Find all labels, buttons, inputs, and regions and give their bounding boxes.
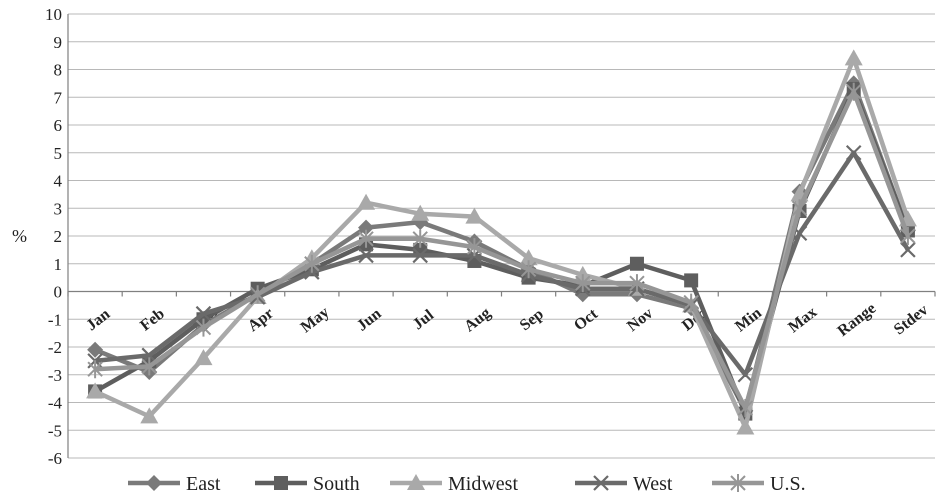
legend-swatch-marker: [274, 476, 288, 490]
series-line: [94, 56, 911, 430]
series-lines: [86, 49, 917, 435]
x-tick-label: Jun: [354, 305, 385, 334]
y-tick-label: 3: [54, 199, 63, 218]
data-point: [845, 144, 862, 161]
series-us: [87, 82, 916, 418]
x-tick-label: Stdev: [891, 301, 932, 338]
x-tick-label: Sep: [517, 306, 547, 335]
data-point: [629, 256, 644, 271]
x-tick-label: Max: [785, 304, 820, 337]
data-point: [737, 399, 754, 418]
legend: East South Midwest West U.S.: [128, 473, 806, 495]
data-point: [684, 273, 699, 288]
x-tick-label: Jul: [410, 306, 438, 333]
data-point: [846, 82, 862, 101]
y-tick-label: 6: [54, 116, 63, 135]
x-tick-label: Range: [835, 300, 880, 340]
x-tick-label: Jan: [83, 306, 113, 335]
x-tick-label: Feb: [137, 305, 168, 334]
y-tick-label: 9: [54, 33, 63, 52]
data-point: [791, 199, 808, 218]
data-point: [900, 242, 916, 258]
data-point: [629, 274, 645, 293]
y-tick-label: -5: [48, 421, 62, 440]
y-tick-label: 5: [54, 144, 63, 163]
y-tick-label: 8: [54, 61, 63, 80]
data-point: [357, 193, 376, 210]
legend-label: South: [313, 473, 360, 495]
data-point: [195, 318, 212, 337]
legend-item: West: [575, 473, 673, 495]
data-point: [575, 274, 591, 293]
x-tick-label: Oct: [571, 305, 602, 334]
data-point: [520, 260, 537, 279]
legend-label: U.S.: [770, 473, 806, 495]
data-point: [358, 219, 375, 236]
x-tick-label: May: [298, 304, 333, 337]
data-point: [249, 285, 266, 304]
y-tick-label: 2: [54, 227, 63, 246]
legend-item: Midwest: [390, 473, 518, 495]
y-tick-label: -3: [48, 366, 62, 385]
data-point: [844, 49, 863, 66]
data-point: [140, 407, 159, 424]
legend-item: South: [255, 473, 360, 495]
data-point: [87, 360, 103, 379]
y-tick-label: -2: [48, 338, 62, 357]
data-point: [194, 349, 213, 366]
legend-item: U.S.: [712, 473, 806, 495]
legend-swatch-marker: [593, 475, 609, 491]
legend-label: West: [633, 473, 673, 495]
series-line: [94, 89, 911, 411]
y-tick-label: 10: [45, 5, 62, 24]
data-point: [465, 207, 484, 224]
y-tick-label: -4: [48, 394, 63, 413]
data-point: [519, 249, 538, 266]
y-tick-label: 0: [54, 283, 63, 302]
data-point: [900, 227, 916, 245]
data-point: [86, 382, 105, 399]
y-tick-label: -6: [48, 449, 62, 468]
data-point: [195, 305, 212, 322]
data-point: [141, 357, 157, 376]
legend-label: East: [186, 473, 221, 495]
y-tick-labels: -6 -5 -4 -3 -2 -1 0 1 2 3 4 5 6 7 8 9 10: [45, 5, 63, 468]
data-point: [412, 247, 428, 264]
legend-swatch-marker: [730, 474, 746, 492]
legend-swatch-marker: [407, 474, 425, 490]
data-point: [736, 418, 755, 435]
legend-label: Midwest: [448, 473, 518, 495]
legend-item: East: [128, 473, 221, 495]
legend-swatch-marker: [146, 475, 162, 491]
y-axis-label: %: [12, 226, 27, 246]
y-tick-label: 1: [54, 255, 63, 274]
data-point: [141, 347, 158, 364]
data-point: [87, 341, 104, 358]
x-tick-label: Aug: [461, 304, 494, 335]
data-point: [683, 293, 699, 312]
data-point: [737, 366, 754, 383]
data-point: [466, 238, 483, 257]
y-tick-label: 4: [54, 172, 63, 191]
data-point: [412, 229, 428, 248]
data-point: [358, 229, 374, 248]
data-point: [304, 254, 320, 273]
data-point: [358, 247, 374, 264]
y-tick-label: 7: [54, 88, 63, 107]
x-tick-label: Nov: [624, 305, 656, 335]
data-point: [411, 204, 430, 221]
y-tick-label: -1: [48, 310, 62, 329]
